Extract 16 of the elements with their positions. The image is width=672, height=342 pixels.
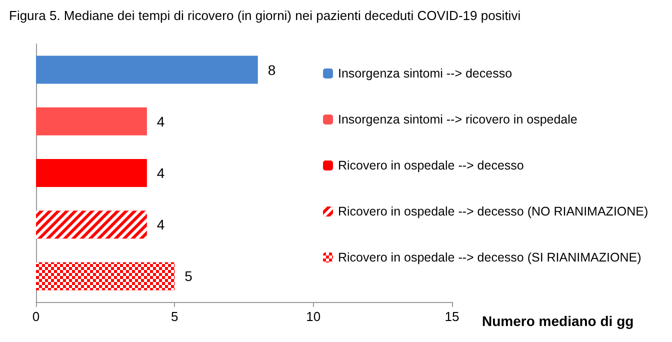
legend-label: Ricovero in ospedale --> decesso (SI RIANIMAZIONE) [338, 250, 642, 264]
x-axis-title: Numero mediano di gg [482, 313, 634, 329]
legend-label: Insorgenza sintomi --> ricovero in ospedale [338, 112, 578, 126]
data-label: 8 [268, 62, 276, 78]
legend-label: Ricovero in ospedale --> decesso (NO RIANIMAZIONE) [338, 204, 648, 218]
x-tick-label: 5 [171, 309, 178, 324]
legend-label: Ricovero in ospedale --> decesso [338, 158, 524, 172]
data-label: 4 [156, 165, 165, 181]
data-label: 5 [184, 268, 193, 284]
chart-title: Figura 5. Mediane dei tempi di ricovero (in giorni) nei pazienti deceduti COVID-19 positivi [9, 8, 521, 23]
x-tick-label: 15 [444, 309, 460, 324]
legend-label: Insorgenza sintomi --> decesso [338, 66, 512, 80]
data-label: 4 [156, 216, 165, 233]
x-tick-label: 0 [32, 309, 40, 324]
x-tick-label: 10 [306, 309, 321, 324]
data-label: 4 [156, 113, 165, 130]
